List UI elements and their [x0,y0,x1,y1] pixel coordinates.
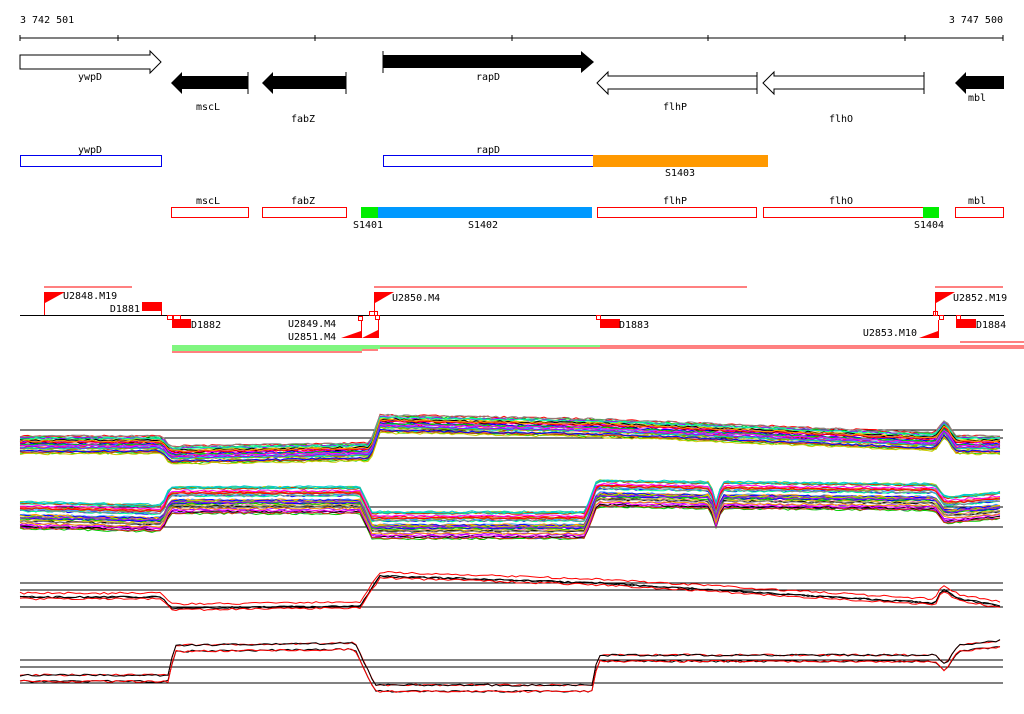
segment-S1404[interactable] [923,207,939,218]
segment-S1402[interactable] [378,207,592,218]
panel-3-profile [19,570,1001,606]
gene-label: fabZ [291,114,315,125]
box-flhP[interactable] [597,207,757,218]
panel-2-profile [20,480,1001,515]
panel-3-profile [19,574,1001,610]
box-rapD[interactable] [383,155,594,167]
feature-U2853[interactable]: U2853.M10 [863,320,939,339]
segment-S1403[interactable] [593,155,768,167]
feature-label: D1882 [191,320,221,331]
box-label: mscL [196,196,220,207]
box-mscL[interactable] [171,207,249,218]
box-label: mbl [968,196,986,207]
panel-2-profile [19,494,1001,530]
feature-label: U2853.M10 [863,328,917,339]
feature-label: U2852.M19 [953,293,1007,304]
panel-4-profile [19,639,1001,687]
panel-2-profile [19,502,1001,537]
panel-2-profile [19,484,1001,519]
panel-3-profile [19,576,1001,612]
box-mbl[interactable] [955,207,1004,218]
panel-4-profile [19,646,1001,693]
feature-label: U2849.M4 [288,319,336,330]
forward-annotation-track: ywpD rapD S1403 [20,145,768,179]
feature-U2852[interactable]: U2852.M19 [935,292,1008,315]
ruler-start-label: 3 742 501 [20,15,74,26]
panel-2-profile [19,498,1001,533]
box-fabZ[interactable] [262,207,347,218]
gene-label: ywpD [78,72,102,83]
box-label: flhO [829,196,853,207]
gene-fabZ[interactable]: fabZ [262,72,347,125]
gene-label: flhO [829,114,853,125]
feature-track: U2848.M19 D1881 D1882 U2849.M4 U2851.M4 … [20,286,1024,353]
feature-U2848[interactable]: U2848.M19 [44,291,118,315]
panel-2-profile [19,494,1001,529]
panel-1-profile [19,424,1001,459]
gene-arrows-track: ywpD mscL fabZ rapD flhP flhO [19,49,1004,125]
feature-D1884[interactable]: D1884 [956,319,1006,331]
gene-mbl[interactable]: mbl [955,72,1004,104]
panel-1-profile [19,418,1001,453]
panel-1-profile [19,428,1001,462]
gene-label: rapD [476,72,500,83]
segment-label: S1402 [468,220,498,231]
panel-2-profile [19,484,1001,520]
gene-label: mscL [196,102,220,113]
box-label: ywpD [78,145,102,156]
box-ywpD[interactable] [20,155,162,167]
feature-label: U2851.M4 [288,332,336,343]
gene-flhP[interactable]: flhP [596,70,758,113]
feature-label: D1884 [976,320,1006,331]
gene-rapD[interactable]: rapD [382,51,594,83]
transcript-lines [172,341,1024,353]
expression-profiles [19,413,1003,693]
panel-2-profile [20,482,1001,518]
segment-S1401[interactable] [361,207,378,218]
panel-2-profile [19,487,1001,522]
panel-2-profile [19,500,1001,536]
box-label: flhP [663,196,687,207]
panel-1-profile [19,429,1001,463]
gene-mscL[interactable]: mscL [171,72,249,113]
feature-D1882[interactable]: D1882 [172,319,221,331]
panel-2-profile [19,479,1001,515]
feature-label: D1883 [619,320,649,331]
reverse-annotation-track: mscL fabZ S1401 S1402 flhP flhO S1404 mb… [171,196,1004,231]
gene-label: flhP [663,102,687,113]
segment-label: S1403 [665,168,695,179]
gene-label: mbl [968,93,986,104]
coordinate-ruler: 3 742 501 3 747 500 [19,15,1004,41]
feature-label: U2850.M4 [392,293,440,304]
feature-label: D1881 [110,304,140,315]
box-flhO[interactable] [763,207,924,218]
panel-1-profile [19,419,1001,454]
ruler-end-label: 3 747 500 [949,15,1003,26]
box-label: fabZ [291,196,315,207]
gene-ywpD[interactable]: ywpD [19,49,162,83]
panel-1-profile [19,431,1001,465]
panel-1-profile [19,425,1001,460]
segment-label: S1401 [353,220,383,231]
segment-label: S1404 [914,220,944,231]
panel-4-profile [19,639,1001,687]
feature-label: U2848.M19 [63,291,117,302]
panel-1-profile [20,413,1000,448]
feature-U2850[interactable]: U2850.M4 [374,292,441,315]
gene-flhO[interactable]: flhO [762,70,925,125]
feature-D1883[interactable]: D1883 [600,319,649,331]
feature-D1881[interactable]: D1881 [110,302,162,315]
box-label: rapD [476,145,500,156]
feature-U2849-U2851[interactable]: U2849.M4 U2851.M4 [288,319,379,343]
